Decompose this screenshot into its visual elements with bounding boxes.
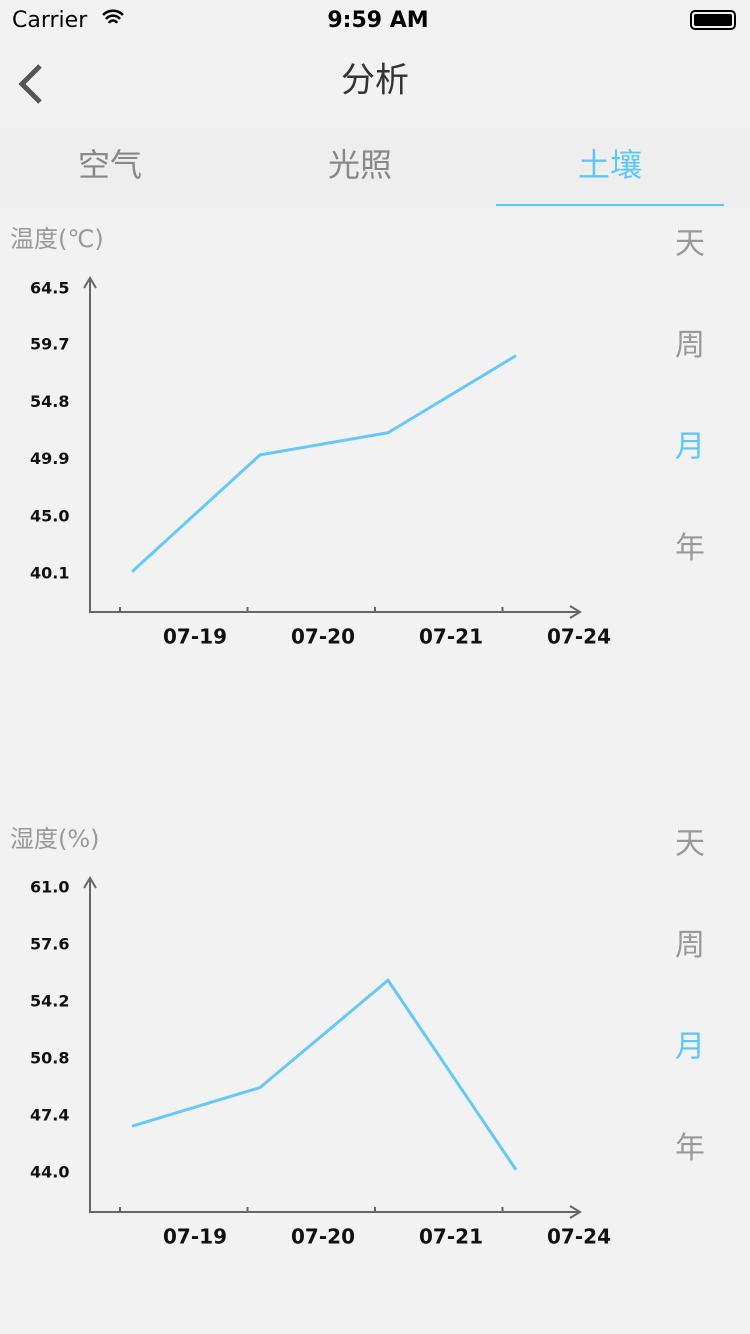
x-tick-label: 07-21 (419, 1225, 483, 1249)
y-tick-label: 54.8 (30, 392, 69, 411)
tab[interactable]: 光照 (328, 146, 392, 184)
period-option[interactable]: 天 (675, 227, 705, 262)
period-option[interactable]: 周 (675, 928, 705, 963)
axes (83, 276, 582, 619)
charts: 温度(℃) 40.1 45.0 49.9 54.8 59.7 64.5 07-19 07-20 0… (10, 225, 705, 1249)
period-option[interactable]: 月 (675, 430, 705, 465)
y-axis-title: 湿度(%) (10, 825, 100, 853)
tabs: 空气 光照 土壤 (78, 146, 724, 206)
battery-level (694, 14, 732, 26)
back-button[interactable] (18, 64, 42, 104)
period-option[interactable]: 年 (675, 1131, 705, 1166)
tab[interactable]: 土壤 (578, 146, 642, 184)
wifi-icon (102, 9, 124, 24)
carrier: Carrier (12, 8, 88, 33)
period-option[interactable]: 月 (675, 1030, 705, 1065)
y-tick-label: 57.6 (30, 935, 69, 954)
period-option[interactable]: 天 (675, 827, 705, 862)
data-line (131, 978, 518, 1171)
x-tick-label: 07-24 (547, 1225, 611, 1249)
axes (83, 876, 582, 1219)
x-tick-label: 07-20 (291, 625, 355, 649)
y-tick-label: 50.8 (30, 1049, 69, 1068)
nav-title: 分析 (341, 61, 409, 101)
x-tick-label: 07-19 (163, 1225, 227, 1249)
x-tick-label: 07-19 (163, 625, 227, 649)
y-tick-label: 40.1 (30, 564, 69, 583)
tab-bar (0, 128, 750, 208)
tab[interactable]: 空气 (78, 146, 142, 184)
battery-icon (690, 10, 736, 30)
x-tick-label: 07-20 (291, 1225, 355, 1249)
period-option[interactable]: 年 (675, 531, 705, 566)
y-tick-label: 59.7 (30, 335, 69, 354)
y-tick-label: 64.5 (30, 279, 69, 298)
y-tick-label: 61.0 (30, 878, 69, 897)
time: 9:59 AM (327, 8, 428, 33)
tab-indicator (496, 204, 724, 206)
y-tick-label: 45.0 (30, 506, 69, 525)
x-tick-label: 07-24 (547, 625, 611, 649)
y-axis-title: 温度(℃) (10, 225, 104, 253)
y-tick-label: 44.0 (30, 1163, 69, 1182)
y-tick-label: 54.2 (30, 992, 69, 1011)
y-tick-label: 47.4 (30, 1106, 69, 1125)
period-option[interactable]: 周 (675, 328, 705, 363)
x-tick-label: 07-21 (419, 625, 483, 649)
y-tick-label: 49.9 (30, 449, 69, 468)
data-line (130, 354, 517, 573)
